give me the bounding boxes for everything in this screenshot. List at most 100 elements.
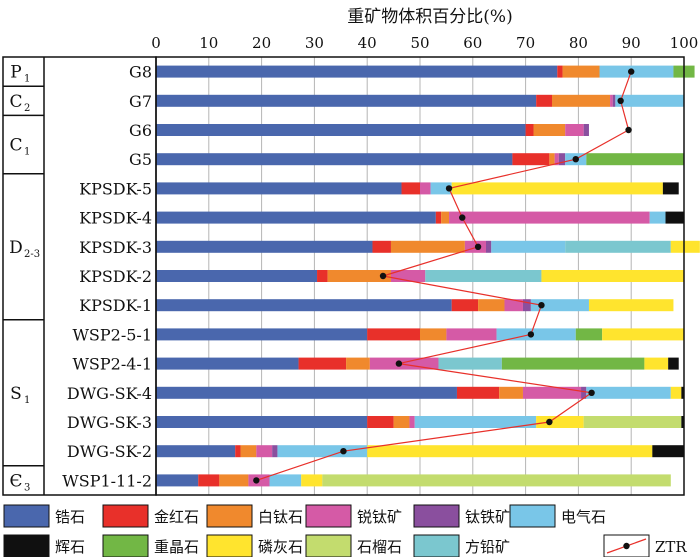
bar-segment	[512, 153, 550, 166]
strata-label: P	[10, 63, 21, 83]
legend-label: 磷灰石	[258, 538, 303, 556]
x-tick-label: 90	[622, 34, 641, 52]
x-tick-label: 100	[670, 34, 699, 52]
bar-segment	[156, 240, 373, 253]
bar-segment	[522, 299, 531, 312]
bar-segment	[156, 153, 513, 166]
legend-item: 重晶石	[102, 534, 199, 557]
sample-label: G7	[129, 92, 152, 111]
legend-item: 金红石	[102, 504, 199, 528]
x-tick-label: 30	[305, 34, 324, 52]
legend-label: 石榴石	[357, 538, 402, 556]
ztr-point	[628, 68, 635, 75]
bar-segment	[562, 65, 600, 78]
bar-row	[156, 65, 695, 78]
bar-row	[156, 240, 700, 253]
bar-segment	[156, 124, 526, 136]
bar-segment	[599, 65, 674, 78]
legend-swatch	[102, 534, 149, 557]
ztr-point	[527, 331, 535, 338]
bar-segment	[554, 153, 559, 166]
bar-segment	[533, 124, 566, 136]
ztr-point	[625, 126, 632, 134]
bar-row	[156, 153, 684, 166]
bar-segment	[156, 299, 452, 312]
chart-title: 重矿物体积百分比(%)	[347, 7, 512, 27]
bar-segment	[451, 299, 479, 312]
bar-segment	[317, 270, 328, 282]
sample-label: G5	[129, 150, 152, 169]
bar-segment	[456, 386, 500, 399]
bars	[156, 65, 700, 487]
bar-segment	[662, 182, 679, 195]
x-tick-label: 60	[463, 34, 482, 52]
bar-segment	[583, 416, 682, 428]
ztr-point	[546, 418, 553, 426]
ztr-point	[395, 360, 403, 367]
bar-segment	[615, 94, 684, 107]
strata-label: C	[9, 92, 22, 112]
strata-label: C	[9, 136, 22, 156]
bar-segment	[496, 328, 576, 341]
bar-segment	[536, 416, 584, 428]
sample-label: WSP1-11-2	[62, 471, 152, 490]
bar-segment	[409, 416, 415, 428]
bar-segment	[393, 416, 410, 428]
bar-segment	[441, 211, 450, 224]
bar-segment	[156, 357, 299, 370]
legend-swatch	[206, 534, 253, 557]
bar-row	[156, 124, 589, 136]
legend-label: 钛铁矿	[465, 508, 510, 526]
legend-item: 方铅矿	[413, 534, 510, 557]
legend-item: 锆石	[3, 504, 85, 528]
legend-label: 辉石	[55, 538, 85, 556]
sample-label: KPSDK-5	[79, 179, 152, 198]
bar-segment	[420, 182, 431, 195]
bar-segment	[504, 299, 523, 312]
bar-segment	[491, 240, 566, 253]
bar-row	[156, 386, 684, 399]
sample-label: DWG-SK-3	[67, 413, 152, 432]
bar-segment	[557, 65, 563, 78]
bar-segment	[256, 445, 273, 458]
bar-segment	[681, 386, 684, 399]
ztr-point	[588, 389, 595, 396]
legend-swatch	[509, 504, 556, 528]
bar-segment	[670, 240, 700, 253]
bar-segment	[156, 386, 457, 399]
bar-segment	[298, 357, 347, 370]
bar-row	[156, 270, 684, 282]
bar-segment	[588, 299, 674, 312]
bar-segment	[420, 328, 447, 341]
ztr-point	[459, 214, 466, 221]
bar-segment	[156, 182, 402, 195]
legend-label: 金红石	[154, 508, 199, 526]
bar-segment	[581, 386, 587, 399]
bar-segment	[668, 357, 679, 370]
ztr-line-layer	[253, 68, 635, 484]
legend-swatch	[305, 534, 352, 557]
bar-segment	[665, 211, 684, 224]
bar-segment	[156, 445, 236, 458]
legend-swatch	[305, 504, 352, 528]
strata-subscript: 1	[24, 74, 30, 85]
legend-swatch	[3, 534, 50, 557]
strata-label: D	[9, 238, 23, 258]
legend-label: 锆石	[55, 508, 85, 526]
ztr-point	[253, 477, 260, 484]
legend-item: 电气石	[509, 504, 606, 528]
bar-segment	[536, 94, 552, 107]
bar-segment	[367, 445, 653, 458]
bar-segment	[499, 386, 523, 399]
bar-segment	[435, 211, 442, 224]
legend-swatch	[206, 504, 253, 528]
bar-row	[156, 474, 671, 487]
legend-item: ZTR	[603, 534, 687, 557]
bar-segment	[565, 124, 584, 136]
bar-row	[156, 357, 679, 370]
bar-segment	[652, 445, 684, 458]
ztr-point	[617, 97, 624, 105]
bar-segment	[414, 416, 537, 428]
